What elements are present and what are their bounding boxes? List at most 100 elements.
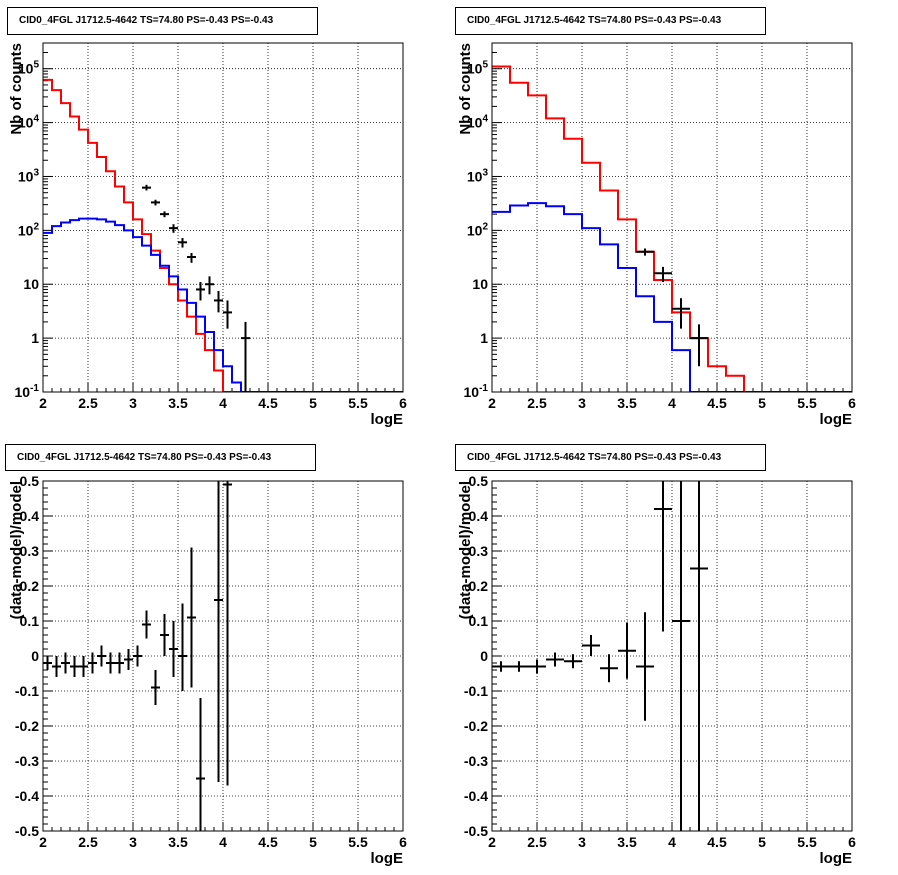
panel-2: 2 2.5 3 3.5 4 4.5 5 5.5 610-1110102103104105logE…	[457, 42, 856, 428]
y-tick-base: 10	[18, 168, 34, 184]
y-tick-label: 0.5	[20, 473, 40, 489]
y-tick-label: -0.3	[15, 753, 39, 769]
y-tick-base: 10	[18, 61, 34, 77]
data-point	[151, 199, 160, 206]
y-tick-label: -0.4	[15, 788, 39, 804]
panel-1-title: CID0_4FGL J1712.5-4642 TS=74.80 PS=-0.43…	[7, 7, 318, 35]
y-tick-exponent: 5	[33, 60, 39, 71]
data-point	[600, 654, 618, 683]
y-tick-label: 1	[31, 330, 39, 346]
x-tick-label: 4.5	[258, 395, 278, 411]
plot-frame	[42, 480, 404, 832]
y-tick-label: -0.2	[15, 718, 39, 734]
data-point	[654, 266, 672, 283]
data-point	[546, 652, 564, 667]
data-point	[160, 211, 169, 218]
x-tick-label: 4.5	[707, 834, 727, 850]
x-tick-label: 5	[309, 395, 317, 411]
y-tick-label: 10	[472, 276, 488, 292]
y-tick-label: -0.2	[464, 718, 488, 734]
y-tick-label: 0.4	[469, 508, 489, 524]
y-tick-exponent: -1	[479, 383, 488, 394]
data-point	[672, 298, 690, 329]
y-tick-label: 103	[18, 167, 40, 184]
y-tick-label: 0.2	[469, 578, 489, 594]
y-tick-label: 102	[18, 221, 40, 238]
x-tick-label: 4	[668, 395, 676, 411]
y-tick-base: 10	[467, 115, 483, 131]
data-point	[672, 481, 690, 831]
x-tick-label: 3	[578, 395, 586, 411]
y-axis-label: (data-model)/model	[8, 481, 25, 619]
x-tick-label: 4.5	[707, 395, 727, 411]
data-point	[169, 224, 178, 233]
y-tick-base: 10	[467, 168, 483, 184]
x-tick-label: 2	[488, 834, 496, 850]
y-tick-label: -0.1	[464, 683, 488, 699]
data-point	[187, 547, 196, 688]
y-tick-label: 0.1	[20, 613, 40, 629]
panel-1: 2 2.5 3 3.5 4 4.5 5 5.5 610-1110102103104105logE…	[8, 42, 407, 428]
model-source-histogram	[492, 202, 852, 392]
data-point	[124, 649, 133, 670]
x-tick-label: 5	[758, 834, 766, 850]
x-tick-label: 6	[399, 395, 407, 411]
y-tick-exponent: 5	[482, 60, 488, 71]
y-tick-label: 10-1	[464, 383, 489, 400]
x-tick-label: 3.5	[168, 834, 188, 850]
y-tick-base: 10	[464, 384, 480, 400]
data-point	[106, 652, 115, 674]
data-point	[214, 290, 223, 313]
x-tick-label: 3.5	[617, 834, 637, 850]
data-point	[61, 652, 70, 674]
x-tick-label: 2.5	[78, 395, 98, 411]
x-tick-label: 6	[848, 834, 856, 850]
plot-frame	[491, 480, 853, 832]
y-tick-label: 0.1	[469, 613, 489, 629]
y-tick-exponent: 3	[33, 167, 39, 178]
x-tick-label: 5.5	[348, 395, 368, 411]
x-tick-label: 3	[129, 395, 137, 411]
x-tick-label: 5	[309, 834, 317, 850]
data-point	[133, 645, 142, 667]
data-point	[582, 635, 600, 656]
data-point	[97, 645, 106, 667]
x-tick-label: 5	[758, 395, 766, 411]
y-tick-exponent: 4	[482, 114, 488, 125]
x-tick-label: 6	[399, 834, 407, 850]
y-tick-label: 0.2	[20, 578, 40, 594]
y-tick-base: 10	[15, 384, 31, 400]
data-point	[178, 603, 187, 691]
data-point	[690, 324, 708, 367]
data-point	[214, 481, 223, 782]
data-point	[223, 300, 232, 329]
data-point	[205, 276, 214, 295]
data-point	[528, 659, 546, 674]
data-point	[142, 610, 151, 639]
y-tick-exponent: 2	[33, 221, 39, 232]
x-tick-label: 2	[39, 834, 47, 850]
x-axis-label: logE	[371, 411, 404, 428]
y-tick-base: 10	[467, 61, 483, 77]
panel-3-title: CID0_4FGL J1712.5-4642 TS=74.80 PS=-0.43…	[5, 444, 316, 471]
y-tick-label: 10-1	[15, 383, 40, 400]
x-tick-label: 3.5	[617, 395, 637, 411]
data-point	[196, 698, 205, 831]
data-point	[70, 656, 79, 677]
x-tick-label: 2	[39, 395, 47, 411]
x-tick-label: 3	[578, 834, 586, 850]
x-tick-label: 3	[129, 834, 137, 850]
data-point	[142, 184, 151, 191]
y-tick-base: 10	[18, 222, 34, 238]
data-point	[88, 652, 97, 674]
y-tick-label: -0.1	[15, 683, 39, 699]
y-tick-exponent: 2	[482, 221, 488, 232]
data-point	[52, 656, 61, 677]
y-tick-label: 102	[467, 221, 489, 238]
data-point	[564, 654, 582, 669]
data-point	[160, 614, 169, 656]
x-tick-label: 2.5	[527, 395, 547, 411]
plot-frame	[491, 42, 853, 393]
y-tick-label: 1	[480, 330, 488, 346]
